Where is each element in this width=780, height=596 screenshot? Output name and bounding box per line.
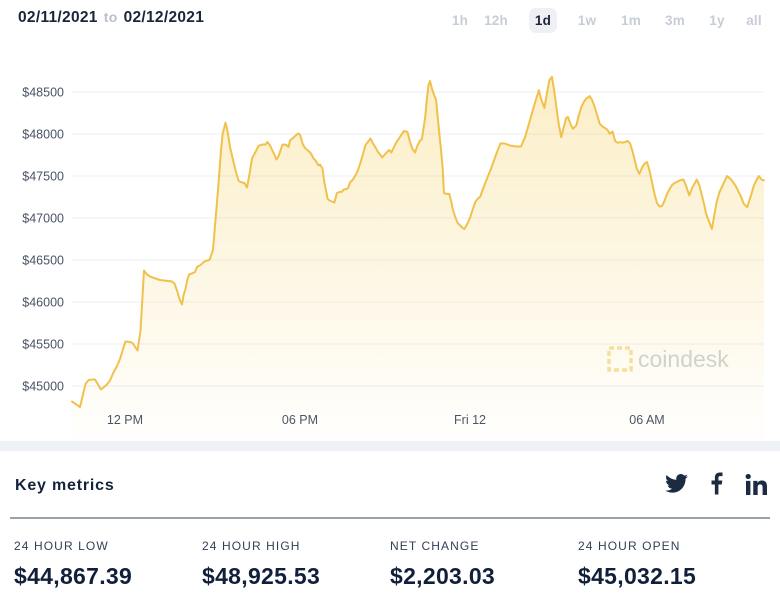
svg-text:$47000: $47000 [22,212,64,226]
svg-text:$48000: $48000 [22,128,64,142]
svg-text:$46000: $46000 [22,296,64,310]
svg-text:$47500: $47500 [22,170,64,184]
svg-text:$45500: $45500 [22,338,64,352]
svg-text:$45000: $45000 [22,380,64,394]
svg-text:$46500: $46500 [22,254,64,268]
svg-text:$48500: $48500 [22,86,64,100]
